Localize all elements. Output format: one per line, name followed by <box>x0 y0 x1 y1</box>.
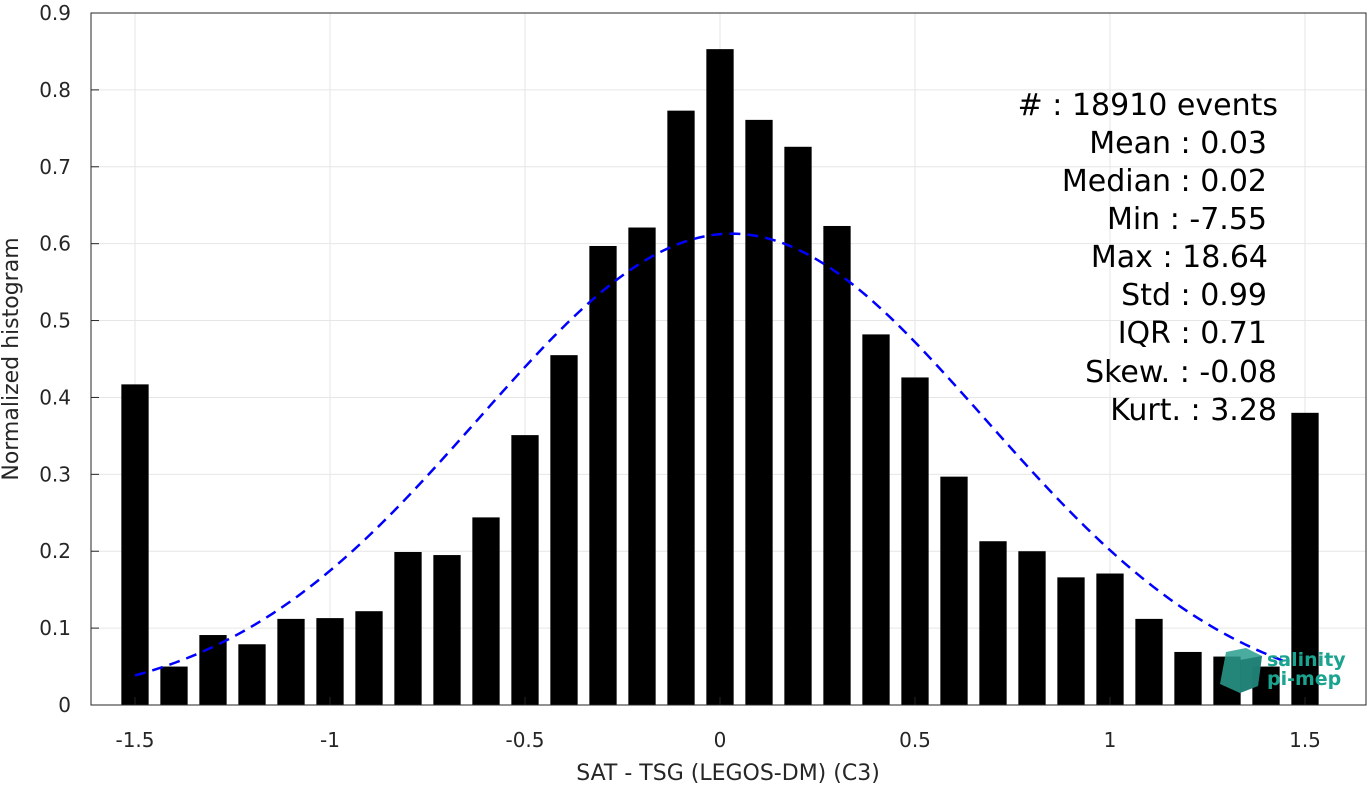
histogram-bar <box>238 644 266 705</box>
histogram-bar <box>1057 577 1085 705</box>
x-tick-label: -1.5 <box>115 728 154 752</box>
x-tick-label: 1 <box>1104 728 1117 752</box>
histogram-bar <box>355 611 383 705</box>
logo-line2: pi-mep <box>1267 668 1341 690</box>
histogram-bar <box>589 245 617 705</box>
stat-std: Std : 0.99 <box>1121 278 1267 313</box>
y-tick-label: 0.8 <box>39 78 71 102</box>
y-tick-label: 0.7 <box>39 155 71 179</box>
histogram-bar <box>1018 551 1046 705</box>
stat-skew: Skew. : -0.08 <box>1085 355 1277 390</box>
logo-cube-face-icon <box>1240 656 1262 693</box>
y-axis-title: Normalized histogram <box>0 237 24 480</box>
stat-kurt: Kurt. : 3.28 <box>1110 393 1277 428</box>
x-tick-label: 1.5 <box>1289 728 1321 752</box>
logo-line1: salinity <box>1267 649 1346 671</box>
histogram-bar <box>1291 412 1319 705</box>
histogram-bar <box>511 435 539 705</box>
plot-frame <box>90 12 1367 706</box>
x-axis-ticks: -1.5 -1 -0.5 0 0.5 1 1.5 <box>115 697 1321 752</box>
stat-median: Median : 0.02 <box>1062 164 1267 199</box>
statistics-box: # : 18910 events Mean : 0.03 Median : 0.… <box>1018 88 1278 428</box>
y-tick-label: 0.5 <box>39 309 71 333</box>
histogram-bar <box>784 146 812 705</box>
histogram-bar <box>433 555 461 705</box>
stat-iqr: IQR : 0.71 <box>1118 316 1267 351</box>
histogram-bar <box>1174 651 1202 705</box>
gaussian-fit-curve <box>134 232 1286 677</box>
y-tick-label: 0.4 <box>39 385 71 409</box>
y-axis-ticks: 0 0.1 0.2 0.3 0.4 0.5 0.6 0.7 0.8 0.9 <box>39 1 99 717</box>
y-tick-label: 0.1 <box>39 616 71 640</box>
stat-max: Max : 18.64 <box>1091 240 1268 275</box>
y-tick-label: 0 <box>58 693 71 717</box>
stat-events: # : 18910 events <box>1018 88 1278 123</box>
histogram-bar <box>667 110 695 706</box>
histogram-bar <box>199 635 227 705</box>
y-tick-label: 0.6 <box>39 232 71 256</box>
histogram-bar <box>1135 618 1163 705</box>
x-tick-label: 0 <box>714 728 727 752</box>
histogram-bar <box>394 551 422 705</box>
histogram-bar <box>706 49 734 706</box>
histogram-bar <box>940 476 968 705</box>
histogram-bar <box>745 119 773 706</box>
histogram-bar <box>901 377 929 705</box>
histogram-bar <box>979 541 1007 705</box>
stat-min: Min : -7.55 <box>1107 202 1267 237</box>
histogram-bar <box>1096 573 1124 705</box>
stat-mean: Mean : 0.03 <box>1089 126 1267 161</box>
histogram-bar <box>823 225 851 705</box>
x-axis-title: SAT - TSG (LEGOS-DM) (C3) <box>576 761 880 785</box>
histogram-bar <box>160 666 188 705</box>
histogram-bar <box>550 355 578 705</box>
histogram-bar <box>862 334 890 705</box>
x-tick-label: -0.5 <box>505 728 544 752</box>
histogram-bar <box>316 618 344 705</box>
bar-series <box>121 49 1319 706</box>
histogram-bar <box>277 618 305 705</box>
x-tick-label: -1 <box>320 728 340 752</box>
histogram-bar <box>472 517 500 705</box>
y-tick-label: 0.3 <box>39 462 71 486</box>
x-tick-label: 0.5 <box>899 728 931 752</box>
y-tick-label: 0.9 <box>39 1 71 25</box>
histogram-bar <box>628 227 656 705</box>
salinity-pimep-logo: salinity pi-mep <box>1220 648 1346 693</box>
y-tick-label: 0.2 <box>39 539 71 563</box>
histogram-bar <box>121 384 149 705</box>
